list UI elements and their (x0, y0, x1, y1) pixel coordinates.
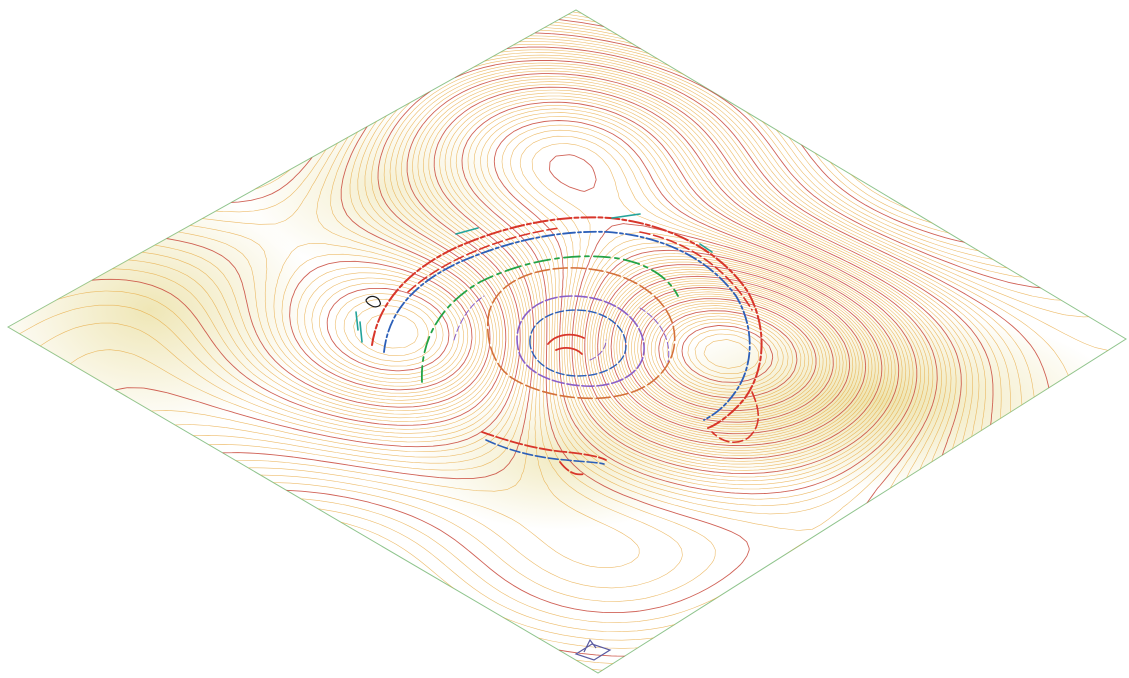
contour-line-minor (340, 112, 925, 641)
contour-line-major (681, 325, 774, 383)
contour-line-minor (631, 291, 827, 418)
contour-line-minor (589, 256, 876, 454)
contour-lines (19, 11, 1126, 671)
contour-line-minor (304, 27, 946, 383)
contour-line-minor (600, 266, 863, 444)
contour-line-minor (365, 313, 419, 349)
contour-line-major (286, 101, 938, 614)
contour-line-minor (647, 302, 810, 406)
inner-ring-violet[interactable] (516, 295, 645, 387)
contour-line-minor (319, 21, 892, 375)
contour-line-minor (174, 78, 980, 466)
view-cube-outline[interactable] (574, 638, 612, 661)
contour-line-minor (634, 293, 824, 416)
contour-line-minor (273, 98, 942, 602)
contour-line-major (624, 286, 834, 423)
contour-line-minor (343, 14, 590, 362)
contour-line-minor (19, 65, 1027, 434)
contour-line-minor (666, 315, 789, 393)
contour-line-minor (254, 29, 962, 387)
contour-line-minor (311, 24, 927, 380)
green-terrace-arc[interactable] (421, 255, 679, 383)
contour-line-major (222, 86, 962, 484)
contour-line-minor (643, 300, 813, 409)
contour-line-minor (193, 81, 973, 472)
contour-line-minor (651, 305, 806, 404)
contour-line-minor (694, 333, 760, 374)
contour-line-minor (687, 329, 767, 379)
southern-bank-blue[interactable] (485, 439, 605, 465)
slope-shading-south (410, 390, 710, 530)
contour-line-minor (178, 44, 1034, 404)
contour-line-major (584, 249, 883, 459)
contour-line-minor (260, 95, 947, 589)
contour-line-minor (128, 54, 1126, 419)
contour-line-minor (619, 282, 841, 428)
contour-line-minor (510, 129, 910, 671)
contour-line-minor (587, 253, 879, 456)
contour-line-minor (154, 49, 1072, 411)
contour-line-major (493, 120, 918, 657)
contour-line-minor (248, 92, 952, 568)
contour-line-minor (576, 238, 893, 468)
contour-line-minor (671, 318, 784, 390)
survey-marker[interactable] (365, 295, 381, 308)
contour-line-minor (519, 135, 907, 482)
contour-line-minor (317, 108, 930, 632)
contour-line-minor (628, 289, 831, 421)
outer-ring-wall-blue[interactable] (383, 230, 751, 421)
inner-ring-blue[interactable] (529, 309, 627, 377)
contour-line-minor (501, 124, 914, 664)
contour-line-minor (190, 41, 1019, 401)
contour-line-major (166, 46, 1052, 408)
contour-line-major (610, 275, 851, 435)
contour-line-minor (613, 278, 847, 432)
contour-line-minor (486, 116, 921, 649)
contour-line-major (91, 59, 1059, 426)
inner-ring-orange[interactable] (486, 267, 676, 400)
contour-line-major (326, 19, 605, 372)
contour-line-minor (353, 11, 582, 356)
terrain-surface[interactable] (6, 9, 1127, 674)
western-fragment-teal[interactable] (355, 311, 363, 343)
site-features (355, 213, 763, 476)
contour-line-minor (202, 38, 1004, 398)
contour-line-minor (592, 259, 873, 451)
contour-line-minor (215, 35, 990, 394)
contour-line-minor (112, 57, 1085, 422)
outer-ring-wall-red[interactable] (371, 216, 763, 429)
contour-line-minor (676, 322, 779, 387)
summit-feature-red[interactable] (547, 333, 585, 355)
contour-line-minor (151, 75, 986, 460)
contour-line-minor (605, 271, 857, 439)
contour-line-minor (581, 246, 886, 462)
contour-line-minor (637, 296, 820, 414)
contour-line-minor (208, 84, 968, 478)
contour-line-minor (654, 307, 802, 401)
outer-ring-wall-red-outer[interactable] (407, 227, 760, 444)
southern-bank-red[interactable] (481, 431, 607, 476)
northern-fragment-teal[interactable] (455, 213, 713, 253)
contour-line-minor (141, 52, 1099, 415)
view-cube-icon[interactable] (574, 638, 612, 661)
contour-line-minor (57, 62, 1042, 430)
inner-detail-lines[interactable] (453, 295, 670, 363)
contour-line-major (231, 32, 976, 391)
contour-line-major (658, 310, 798, 399)
